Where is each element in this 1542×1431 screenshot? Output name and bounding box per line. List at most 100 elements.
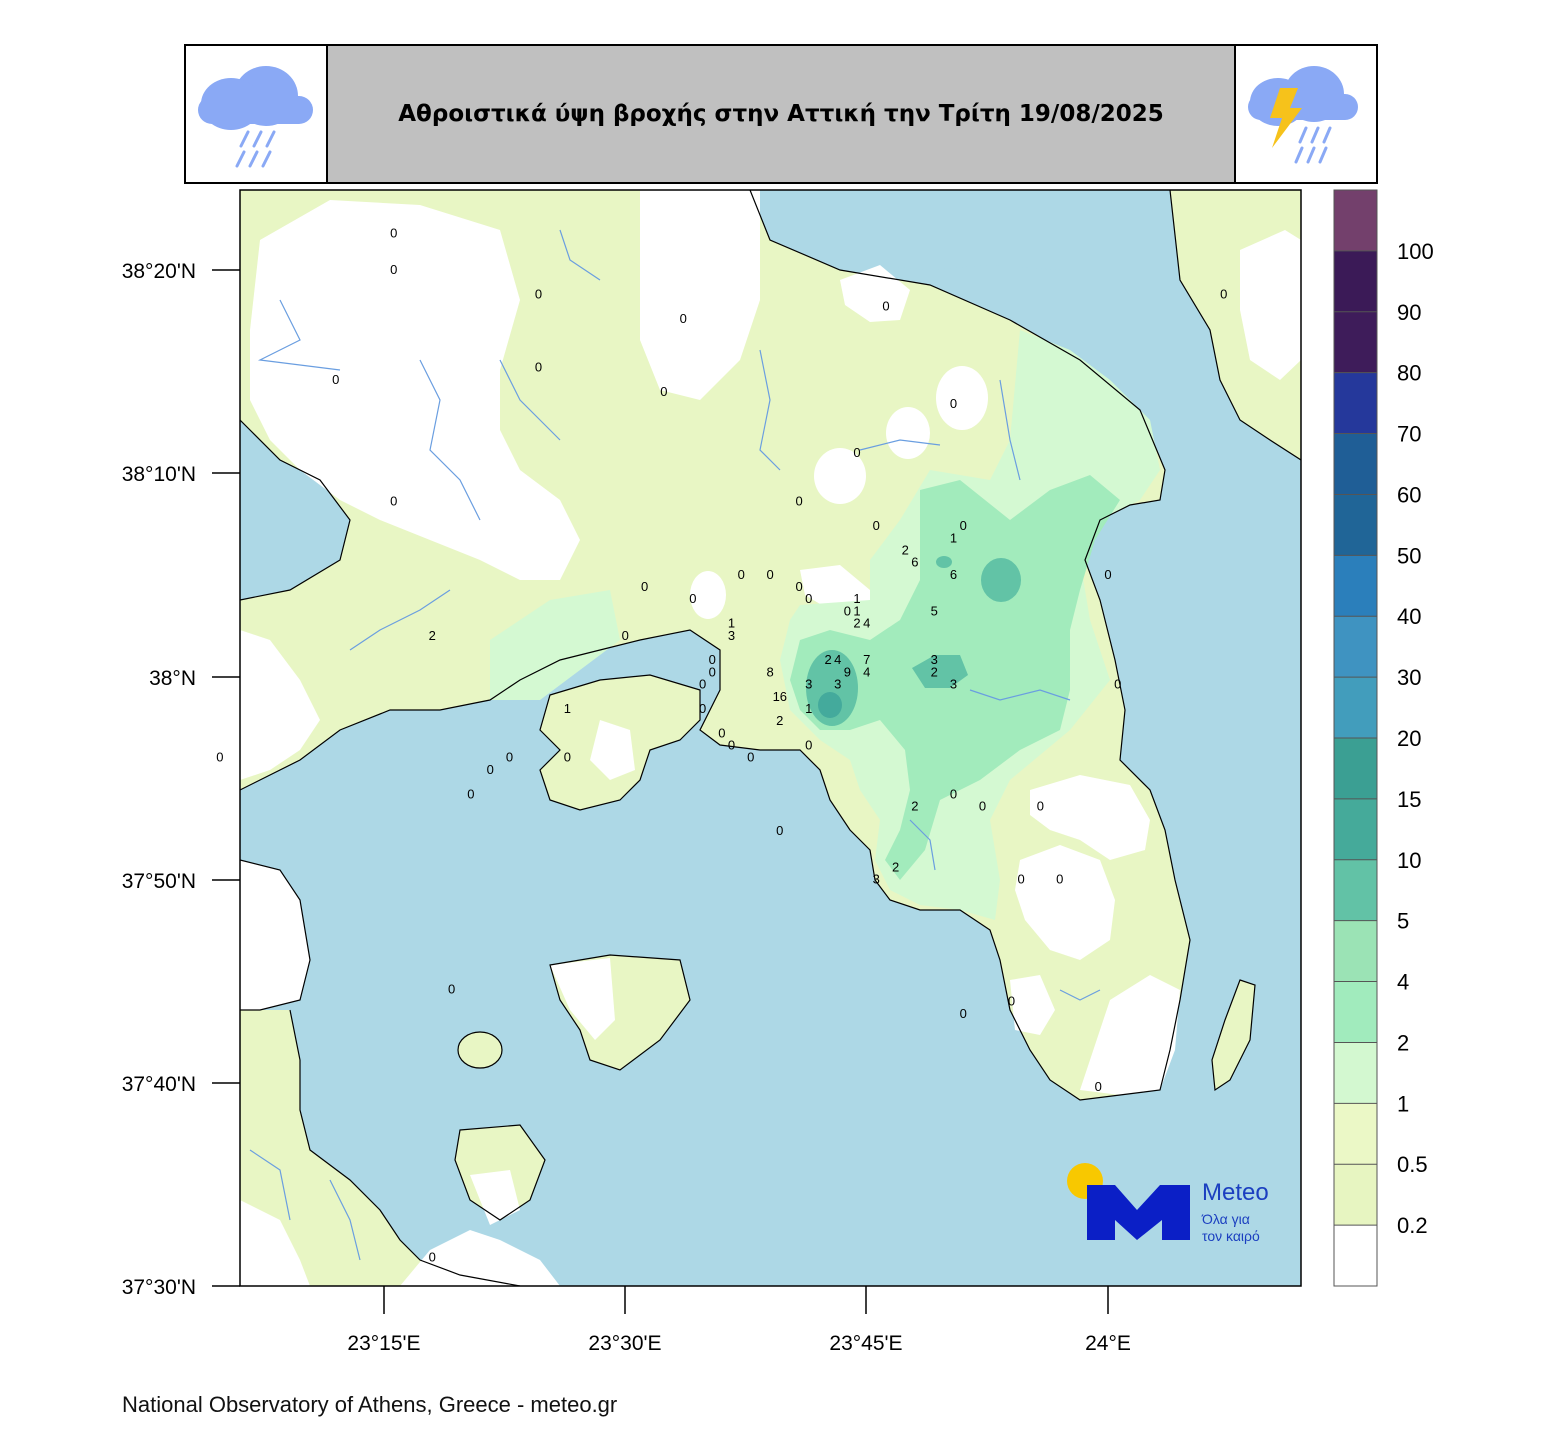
colorbar-label: 4 (1397, 970, 1409, 995)
station-value-label: 7 (863, 652, 870, 667)
station-value-label: 0 (660, 384, 667, 399)
colorbar-swatch (1334, 981, 1377, 1043)
logo-tagline-1: Όλα για (1201, 1211, 1250, 1227)
colorbar-swatch (1334, 250, 1377, 313)
colorbar-frame (1333, 189, 1378, 1287)
station-value-label: 1 (950, 530, 957, 545)
station-value-label: 3 (931, 652, 938, 667)
station-value-label: 0 (467, 786, 474, 801)
colorbar-label: 100 (1397, 239, 1434, 264)
station-value-label: 0 (429, 1250, 436, 1265)
station-value-label: 0 (641, 579, 648, 594)
logo-name: Meteo (1202, 1179, 1269, 1206)
station-value-label: 6 (911, 555, 918, 570)
station-value-label: 1 (728, 616, 735, 631)
thunderstorm-cloud-icon (1234, 46, 1376, 182)
station-value-label: 0 (680, 311, 687, 326)
station-value-label: 1 (853, 591, 860, 606)
station-value-label: 0 (699, 677, 706, 692)
colorbar-swatch (1334, 555, 1377, 617)
colorbar-label: 50 (1397, 543, 1421, 568)
station-value-label: 2 (892, 860, 899, 875)
station-value-label: 0 (805, 738, 812, 753)
station-value-label: 4 (863, 664, 870, 679)
colorbar-swatch (1334, 616, 1377, 678)
station-value-label: 0 (718, 725, 725, 740)
station-value-label: 0 (795, 579, 802, 594)
station-value-label: 2 (776, 713, 783, 728)
x-tick-label: 23°30'E (588, 1332, 661, 1355)
station-value-label: 0 (805, 591, 812, 606)
station-value-label: 2 (902, 543, 909, 558)
colorbar-label: 60 (1397, 482, 1421, 507)
colorbar-label: 1 (1397, 1091, 1409, 1116)
station-value-label: 0 (979, 799, 986, 814)
station-value-label: 0 (950, 786, 957, 801)
colorbar-label: 40 (1397, 604, 1421, 629)
station-value-label: 3 (873, 872, 880, 887)
y-tick-label: 37°40'N (122, 1073, 196, 1096)
colorbar-swatch (1334, 372, 1377, 435)
station-value-label: 5 (931, 603, 938, 618)
station-value-label: 0 (564, 750, 571, 765)
station-value-label: 0 (332, 372, 339, 387)
colorbar-swatch (1334, 190, 1377, 252)
logo-tagline-2: τον καιρό (1202, 1228, 1260, 1244)
station-value-label: 0 (1017, 872, 1024, 887)
station-value-label: 0 (506, 750, 513, 765)
colorbar-label: 15 (1397, 787, 1421, 812)
colorbar-swatch (1334, 920, 1377, 983)
colorbar-swatch (1334, 798, 1377, 861)
rain-10mm-zone (818, 692, 842, 718)
colorbar-swatch (1334, 311, 1377, 374)
rain-cloud-icon (186, 46, 328, 182)
colorbar-swatch (1334, 1103, 1377, 1165)
station-value-label: 0 (535, 286, 542, 301)
y-tick-label: 38°20'N (122, 260, 196, 283)
station-value-label: 0 (1008, 994, 1015, 1009)
station-value-label: 2 (853, 616, 860, 631)
station-value-label: 0 (1095, 1079, 1102, 1094)
station-value-label: 0 (709, 664, 716, 679)
station-value-label: 0 (728, 738, 735, 753)
station-value-label: 0 (1056, 872, 1063, 887)
colorbar-label: 0.2 (1397, 1213, 1428, 1238)
colorbar-label: 20 (1397, 726, 1421, 751)
station-value-label: 0 (873, 518, 880, 533)
colorbar-swatch (1334, 433, 1377, 495)
station-value-label: 6 (950, 567, 957, 582)
station-value-label: 0 (853, 445, 860, 460)
colorbar-swatch (1334, 494, 1377, 556)
station-value-label: 4 (834, 652, 841, 667)
station-value-label: 0 (844, 603, 851, 618)
station-value-label: 1 (564, 701, 571, 716)
station-value-label: 3 (805, 677, 812, 692)
station-value-label: 2 (931, 664, 938, 679)
map-plot-area (240, 190, 1301, 1286)
station-value-label: 2 (429, 628, 436, 643)
station-value-label: 0 (699, 701, 706, 716)
station-value-label: 0 (622, 628, 629, 643)
station-value-label: 0 (448, 981, 455, 996)
station-value-label: 0 (390, 494, 397, 509)
station-value-label: 2 (824, 652, 831, 667)
y-tick-label: 38°10'N (122, 463, 196, 486)
station-value-label: 0 (390, 262, 397, 277)
colorbar-label: 30 (1397, 665, 1421, 690)
title-banner: Αθροιστικά ύψη βροχής στην Αττική την Τρ… (184, 44, 1378, 184)
colorbar-swatch (1334, 738, 1377, 800)
station-value-label: 0 (390, 226, 397, 241)
colorbar-label: 10 (1397, 848, 1421, 873)
title-bar: Αθροιστικά ύψη βροχής στην Αττική την Τρ… (328, 46, 1234, 182)
station-value-label: 0 (950, 396, 957, 411)
station-value-label: 3 (834, 677, 841, 692)
station-value-label: 0 (776, 823, 783, 838)
x-tick-label: 23°15'E (347, 1332, 420, 1355)
colorbar-swatch (1334, 1225, 1377, 1287)
station-value-label: 0 (738, 567, 745, 582)
station-value-label: 1 (853, 603, 860, 618)
station-value-label: 0 (709, 652, 716, 667)
colorbar-label: 5 (1397, 909, 1409, 934)
station-value-label: 16 (773, 689, 787, 704)
